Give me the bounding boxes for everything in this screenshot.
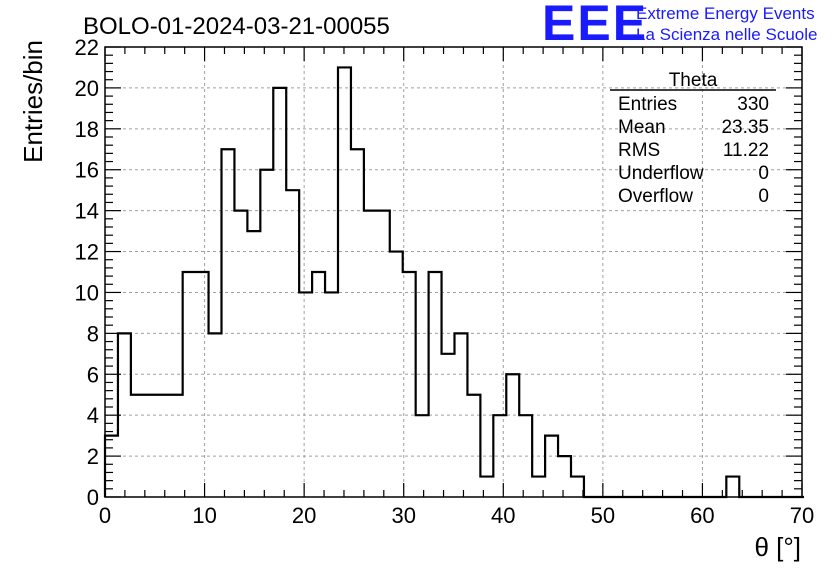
eee-logo: EEE: [542, 0, 648, 51]
stats-row-value: 11.22: [723, 140, 769, 161]
x-tick-label: 60: [690, 503, 714, 528]
y-tick-label: 8: [87, 321, 99, 346]
y-tick-label: 20: [75, 76, 99, 101]
axis-ticks: [104, 46, 803, 498]
y-tick-label: 2: [87, 444, 99, 469]
x-tick-labels: 0 10 20 30 40 50 60 70: [99, 503, 814, 528]
x-tick-label: 30: [391, 503, 415, 528]
y-tick-label: 4: [87, 403, 99, 428]
y-tick-label: 6: [87, 362, 99, 387]
stats-row-label: Entries: [618, 94, 677, 115]
stats-row-label: Underflow: [618, 163, 704, 184]
stats-row-label: Mean: [618, 117, 666, 138]
y-tick-label: 22: [75, 35, 99, 60]
stats-box: Theta Entries 330 Mean 23.35 RMS 11.22 Underfl…: [610, 70, 776, 207]
x-axis-title: θ [°]: [754, 532, 801, 562]
stats-row-value: 330: [737, 94, 769, 115]
logo-line-1: Extreme Energy Events: [636, 4, 815, 23]
y-tick-label: 0: [87, 485, 99, 510]
x-tick-label: 20: [292, 503, 316, 528]
stats-row-label: Overflow: [618, 186, 693, 207]
x-tick-label: 0: [99, 503, 111, 528]
y-tick-label: 12: [75, 240, 99, 265]
y-tick-label: 18: [75, 117, 99, 142]
y-tick-label: 10: [75, 280, 99, 305]
x-tick-label: 70: [790, 503, 814, 528]
stats-row-value: 0: [758, 163, 769, 184]
chart-title: BOLO-01-2024-03-21-00055: [83, 13, 390, 40]
y-tick-label: 14: [75, 199, 99, 224]
plot-frame: [104, 46, 803, 498]
y-tick-label: 16: [75, 158, 99, 183]
x-tick-label: 40: [491, 503, 515, 528]
y-tick-labels: 0 2 4 6 8 10 12 14 16 18 20 22: [75, 35, 99, 510]
stats-title: Theta: [669, 70, 718, 91]
y-axis-title: Entries/bin: [18, 40, 48, 163]
stats-row-label: RMS: [618, 140, 660, 161]
histogram-series: [103, 66, 804, 499]
x-tick-label: 10: [192, 503, 216, 528]
x-tick-label: 50: [591, 503, 615, 528]
stats-row-value: 23.35: [721, 117, 769, 138]
logo-line-2: La Scienza nelle Scuole: [636, 25, 817, 44]
stats-row-value: 0: [758, 186, 769, 207]
